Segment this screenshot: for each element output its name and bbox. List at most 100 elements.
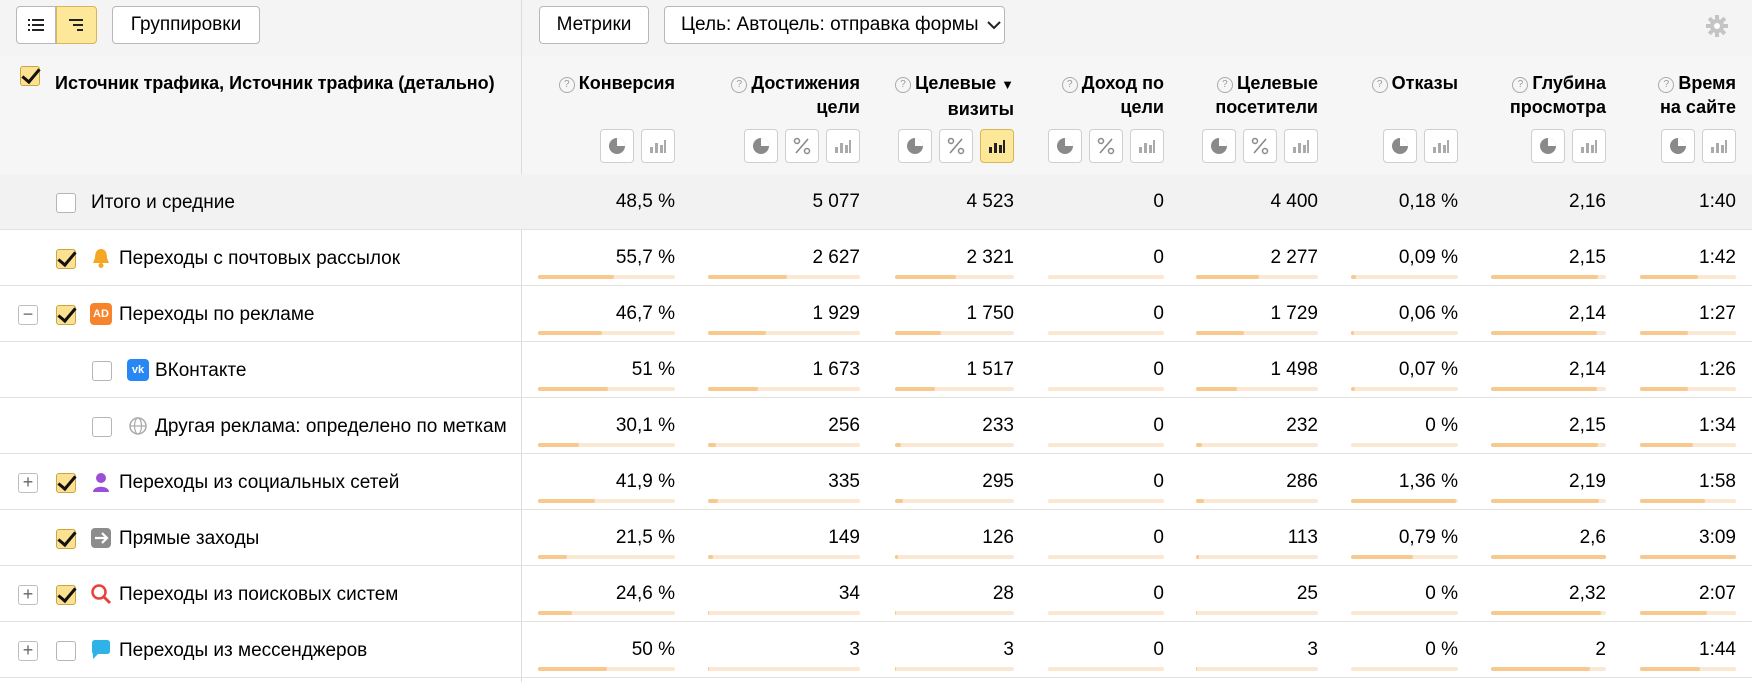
bar-chart-toggle-button[interactable] bbox=[641, 129, 675, 163]
value-bar bbox=[895, 611, 1014, 615]
bar-chart-toggle-button[interactable] bbox=[1284, 129, 1318, 163]
cell-goal-reaches: 149 bbox=[828, 527, 860, 548]
sort-desc-icon[interactable]: ▼ bbox=[1001, 77, 1014, 92]
expand-row-button[interactable]: + bbox=[18, 473, 38, 493]
cell-bounces: 1,36 % bbox=[1398, 471, 1458, 492]
cell-bounces: 0,07 % bbox=[1398, 359, 1458, 380]
help-icon[interactable]: ? bbox=[1512, 77, 1529, 93]
pie-chart-toggle-button[interactable] bbox=[1661, 129, 1695, 163]
row-checkbox[interactable] bbox=[56, 193, 76, 213]
expand-row-button[interactable]: + bbox=[18, 585, 38, 605]
row-label[interactable]: Переходы по рекламе bbox=[119, 304, 315, 325]
list-view-button[interactable] bbox=[16, 6, 56, 44]
percent-toggle-button[interactable] bbox=[1243, 129, 1277, 163]
column-header-conversion[interactable]: ? Конверсия bbox=[525, 71, 675, 95]
expand-row-button[interactable]: + bbox=[18, 641, 38, 661]
cell-bounces: 0 % bbox=[1425, 583, 1458, 604]
help-icon[interactable]: ? bbox=[895, 77, 912, 93]
pie-chart-toggle-button[interactable] bbox=[1383, 129, 1417, 163]
value-bar bbox=[1491, 667, 1606, 671]
column-title-line2: просмотра bbox=[1509, 97, 1606, 117]
help-icon[interactable]: ? bbox=[731, 77, 748, 93]
column-header-target-visitors[interactable]: ? Целевые посетители bbox=[1168, 71, 1318, 119]
value-bar bbox=[1196, 499, 1318, 503]
help-icon[interactable]: ? bbox=[1061, 77, 1078, 93]
column-header-bounces[interactable]: ? Отказы bbox=[1338, 71, 1458, 95]
cell-time-on-site: 1:44 bbox=[1699, 639, 1736, 660]
settings-button[interactable] bbox=[1705, 14, 1729, 38]
groupings-button[interactable]: Группировки bbox=[112, 6, 260, 44]
row-checkbox[interactable] bbox=[56, 305, 76, 325]
cell-target-visits: 1 750 bbox=[966, 303, 1014, 324]
cell-bounces: 0,09 % bbox=[1398, 247, 1458, 268]
row-label[interactable]: Прямые заходы bbox=[119, 528, 260, 549]
percent-toggle-button[interactable] bbox=[939, 129, 973, 163]
column-header-page-depth[interactable]: ? Глубина просмотра bbox=[1486, 71, 1606, 119]
column-header-target-visits[interactable]: ? Целевые ▼ визиты bbox=[884, 71, 1014, 121]
help-icon[interactable]: ? bbox=[1371, 77, 1388, 93]
pie-chart-toggle-button[interactable] bbox=[600, 129, 634, 163]
bar-chart-toggle-button[interactable] bbox=[826, 129, 860, 163]
percent-toggle-button[interactable] bbox=[1089, 129, 1123, 163]
bar-chart-toggle-button[interactable] bbox=[980, 129, 1014, 163]
pie-chart-toggle-button[interactable] bbox=[1202, 129, 1236, 163]
value-bar bbox=[708, 611, 860, 615]
ad-icon: AD bbox=[90, 303, 112, 325]
row-checkbox[interactable] bbox=[92, 417, 112, 437]
row-label[interactable]: Другая реклама: определено по меткам bbox=[155, 416, 507, 437]
pie-chart-toggle-button[interactable] bbox=[898, 129, 932, 163]
value-bar bbox=[1351, 443, 1458, 447]
percent-toggle-button[interactable] bbox=[785, 129, 819, 163]
tree-view-button[interactable] bbox=[56, 6, 97, 44]
bar-chart-icon bbox=[650, 140, 666, 153]
column-header-goal-revenue[interactable]: ? Доход по цели bbox=[1034, 71, 1164, 119]
bar-chart-icon bbox=[1711, 140, 1727, 153]
cell-goal-revenue: 0 bbox=[1153, 527, 1164, 548]
chat-icon bbox=[90, 639, 112, 661]
cell-bounces: 0 % bbox=[1425, 639, 1458, 660]
row-label[interactable]: Итого и средние bbox=[91, 192, 235, 213]
row-checkbox[interactable] bbox=[56, 249, 76, 269]
value-bar bbox=[1351, 611, 1458, 615]
value-bar bbox=[1640, 387, 1736, 391]
column-header-time-on-site[interactable]: ? Время на сайте bbox=[1636, 71, 1736, 119]
row-checkbox[interactable] bbox=[56, 473, 76, 493]
help-icon[interactable]: ? bbox=[1658, 77, 1675, 93]
bar-chart-toggle-button[interactable] bbox=[1572, 129, 1606, 163]
collapse-row-button[interactable]: − bbox=[18, 305, 38, 325]
pie-chart-toggle-button[interactable] bbox=[1531, 129, 1565, 163]
value-bar bbox=[1196, 611, 1318, 615]
help-icon[interactable]: ? bbox=[1216, 77, 1233, 93]
cell-goal-revenue: 0 bbox=[1153, 471, 1164, 492]
help-icon[interactable]: ? bbox=[558, 77, 575, 93]
value-bar bbox=[538, 387, 675, 391]
column-title-line1: Глубина bbox=[1532, 73, 1606, 93]
row-checkbox[interactable] bbox=[56, 641, 76, 661]
pie-chart-toggle-button[interactable] bbox=[744, 129, 778, 163]
row-label[interactable]: Переходы из поисковых систем bbox=[119, 584, 399, 605]
column-header-goal-reaches[interactable]: ? Достижения цели bbox=[700, 71, 860, 119]
value-bar bbox=[708, 275, 860, 279]
cell-page-depth: 2,6 bbox=[1579, 527, 1606, 548]
pie-chart-toggle-button[interactable] bbox=[1048, 129, 1082, 163]
cell-bounces: 0 % bbox=[1425, 415, 1458, 436]
bar-chart-toggle-button[interactable] bbox=[1424, 129, 1458, 163]
value-bar bbox=[1351, 275, 1458, 279]
row-checkbox[interactable] bbox=[56, 585, 76, 605]
row-checkbox[interactable] bbox=[56, 529, 76, 549]
tree-icon bbox=[68, 19, 83, 31]
value-bar bbox=[1048, 387, 1164, 391]
metrics-button[interactable]: Метрики bbox=[539, 6, 649, 44]
column-title-line1: Целевые bbox=[915, 73, 997, 93]
row-label[interactable]: Переходы из социальных сетей bbox=[119, 472, 400, 493]
row-label[interactable]: ВКонтакте bbox=[155, 360, 247, 381]
table-row: Переходы с почтовых рассылок 55,7 % 2 627 2… bbox=[0, 230, 1752, 286]
row-label[interactable]: Переходы с почтовых рассылок bbox=[119, 248, 401, 269]
goal-select[interactable]: Цель: Автоцель: отправка формы bbox=[664, 6, 1005, 44]
row-checkbox[interactable] bbox=[92, 361, 112, 381]
bar-chart-toggle-button[interactable] bbox=[1130, 129, 1164, 163]
row-label[interactable]: Переходы из мессенджеров bbox=[119, 640, 368, 661]
select-all-checkbox[interactable] bbox=[20, 66, 40, 86]
bar-chart-toggle-button[interactable] bbox=[1702, 129, 1736, 163]
table-row: Прямые заходы 21,5 % 149 126 0 113 0,79 % 2,6 3:… bbox=[0, 510, 1752, 566]
